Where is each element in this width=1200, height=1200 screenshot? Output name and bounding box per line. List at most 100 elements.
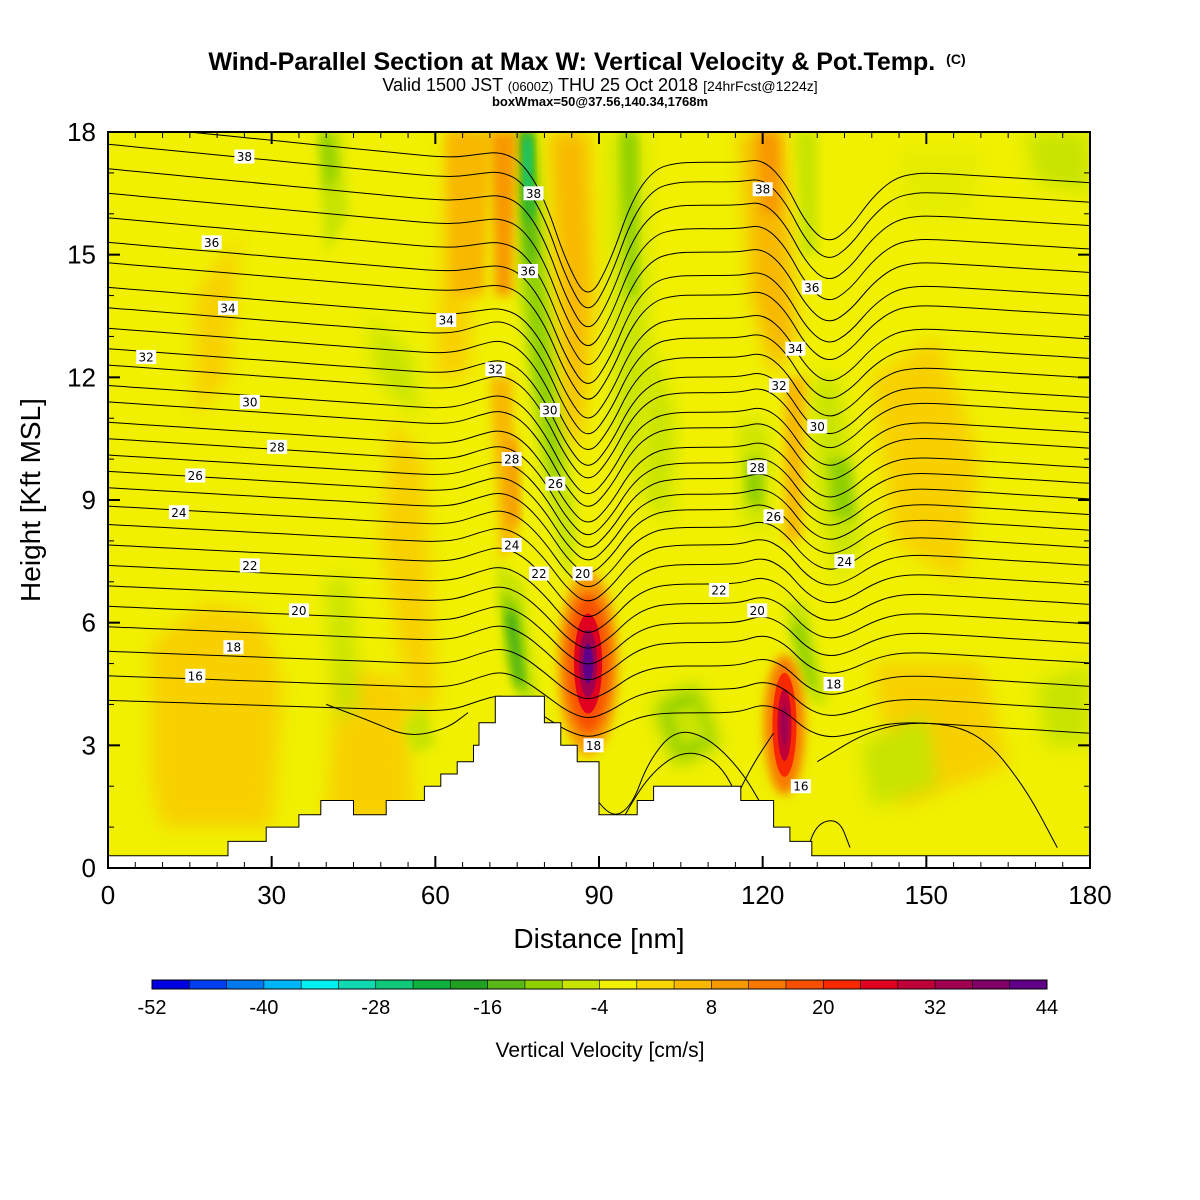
velocity-band bbox=[315, 132, 348, 255]
pot-temp-isentrope bbox=[108, 438, 1090, 536]
contour-label: 34 bbox=[788, 342, 803, 356]
colorbar-tick-label: 44 bbox=[1036, 997, 1058, 1019]
contour-label: 18 bbox=[226, 641, 241, 655]
pot-temp-isentrope bbox=[108, 241, 1090, 384]
terrain-mask bbox=[108, 695, 1090, 868]
contour-label: 38 bbox=[237, 150, 252, 164]
pot-temp-isentrope bbox=[108, 286, 1090, 419]
colorbar-tick-label: -16 bbox=[473, 997, 502, 1019]
colorbar-swatch bbox=[748, 980, 787, 989]
contour-label: 22 bbox=[531, 567, 546, 581]
contour-label-bg bbox=[807, 419, 828, 434]
pot-temp-isentrope bbox=[108, 364, 1090, 479]
velocity-band bbox=[446, 132, 490, 296]
pot-temp-contour-low bbox=[816, 722, 1058, 848]
pot-temp-isentrope bbox=[108, 327, 1090, 451]
contour-label: 20 bbox=[750, 604, 765, 618]
x-axis-label: Distance [nm] bbox=[513, 923, 684, 954]
contour-label: 26 bbox=[188, 469, 203, 483]
pot-temp-isentrope bbox=[108, 262, 1090, 400]
pot-temp-isentrope bbox=[108, 192, 1090, 347]
colorbar-tick-label: -40 bbox=[249, 997, 278, 1019]
contour-label-bg bbox=[790, 779, 811, 794]
contour-label: 20 bbox=[291, 604, 306, 618]
contour-label-bg bbox=[218, 300, 239, 315]
contour-label: 28 bbox=[504, 453, 519, 467]
contour-label-bg bbox=[223, 640, 244, 655]
colorbar-swatch bbox=[897, 980, 936, 989]
contour-label: 38 bbox=[526, 187, 541, 201]
velocity-band bbox=[784, 377, 807, 541]
velocity-band bbox=[899, 152, 981, 214]
colorbar-swatch bbox=[1009, 980, 1048, 989]
colorbar-swatch bbox=[413, 980, 451, 989]
contour-label-bg bbox=[239, 394, 260, 409]
x-axis: 0 30 60 90 120 150 180 bbox=[101, 132, 1112, 910]
colorbar-swatch bbox=[860, 980, 899, 989]
contour-label-bg bbox=[823, 677, 844, 691]
contour-label-bg bbox=[801, 280, 822, 295]
colorbar-tick-label: 20 bbox=[812, 997, 834, 1019]
pot-temp-isentrope bbox=[108, 564, 1090, 633]
colorbar-swatch bbox=[785, 980, 824, 989]
contour-label: 36 bbox=[804, 281, 819, 295]
colorbar-swatch bbox=[823, 980, 862, 989]
colorbar-swatch bbox=[636, 980, 675, 989]
velocity-band bbox=[642, 336, 676, 521]
contour-label-bg bbox=[485, 362, 506, 377]
colorbar: -52 -40 -28 -16 -4 8 20 32 44 bbox=[138, 979, 1058, 1019]
colorbar-tick-label: 8 bbox=[706, 997, 717, 1019]
pot-temp-isentrope bbox=[184, 132, 1090, 293]
contour-label-bg bbox=[523, 186, 544, 201]
pot-temp-isentrope bbox=[108, 168, 1090, 328]
contour-label: 32 bbox=[771, 379, 786, 393]
pot-temp-isentrope bbox=[108, 648, 1090, 699]
chart-subtitle: Valid 1500 JST (0600Z) THU 25 Oct 2018 [… bbox=[382, 75, 817, 95]
colorbar-swatch bbox=[599, 980, 638, 989]
contour-label-bg bbox=[201, 235, 222, 250]
y-tick-label: 15 bbox=[67, 240, 96, 270]
contour-label: 34 bbox=[439, 314, 454, 328]
contour-label: 16 bbox=[188, 669, 203, 683]
colorbar-swatch bbox=[189, 980, 228, 989]
y-axis-label: Height [Kft MSL] bbox=[15, 398, 46, 602]
colorbar-tick-label: 32 bbox=[924, 997, 946, 1019]
pot-temp-isentrope bbox=[108, 605, 1090, 665]
velocity-band bbox=[326, 573, 359, 725]
pot-temp-contour-low bbox=[326, 703, 469, 735]
velocity-band bbox=[524, 140, 531, 194]
velocity-band bbox=[380, 418, 436, 725]
contour-label-bg bbox=[436, 313, 457, 328]
contour-label: 18 bbox=[826, 678, 841, 692]
chart-title: Wind-Parallel Section at Max W: Vertical… bbox=[208, 48, 965, 76]
velocity-band bbox=[320, 132, 338, 194]
y-tick-label: 3 bbox=[82, 730, 96, 760]
y-tick-label: 9 bbox=[82, 485, 96, 515]
colorbar-tick-label: -4 bbox=[591, 997, 609, 1019]
contour-label: 30 bbox=[810, 420, 825, 434]
velocity-band bbox=[151, 602, 283, 828]
colorbar-swatch bbox=[450, 980, 489, 989]
pot-temp-isentrope bbox=[108, 544, 1090, 618]
velocity-band bbox=[402, 704, 436, 754]
x-tick-label: 120 bbox=[741, 880, 784, 910]
y-tick-label: 0 bbox=[82, 853, 96, 883]
pot-temp-contours bbox=[108, 132, 1090, 852]
pot-temp-isentrope bbox=[108, 348, 1090, 466]
x-tick-label: 180 bbox=[1068, 880, 1111, 910]
contour-label: 18 bbox=[586, 739, 601, 753]
colorbar-swatch bbox=[674, 980, 712, 989]
contour-label: 36 bbox=[204, 236, 219, 250]
contour-label: 28 bbox=[269, 440, 284, 454]
contour-label-bg bbox=[747, 603, 768, 618]
colorbar-swatch bbox=[972, 980, 1011, 989]
x-tick-label: 90 bbox=[585, 880, 614, 910]
contour-label: 20 bbox=[575, 567, 590, 581]
contour-label: 32 bbox=[139, 350, 154, 364]
colorbar-swatch bbox=[935, 980, 973, 989]
colorbar-swatch bbox=[301, 980, 339, 989]
contour-label: 24 bbox=[504, 538, 519, 552]
contour-label-bg bbox=[572, 566, 593, 581]
